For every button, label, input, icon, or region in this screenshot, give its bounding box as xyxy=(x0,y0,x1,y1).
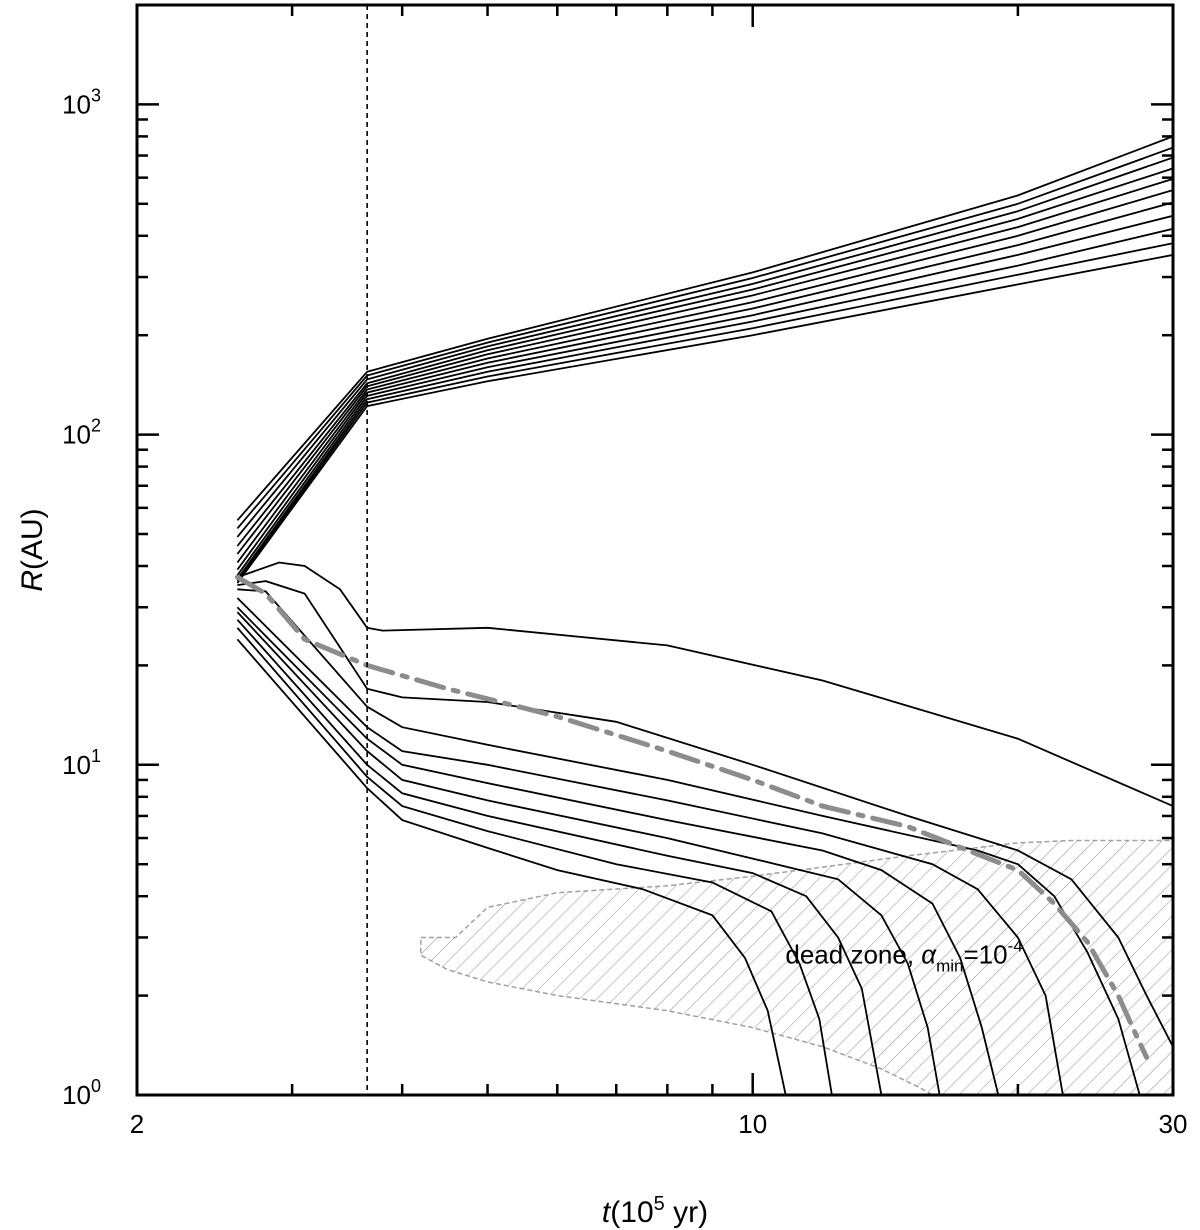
y-tick-label: 103 xyxy=(62,85,101,119)
plot-axes xyxy=(135,3,1175,1097)
x-tick-label: 2 xyxy=(130,1109,144,1139)
inner-line-7 xyxy=(236,619,883,1095)
inner-line-3 xyxy=(237,588,1141,1095)
outer-line-8 xyxy=(236,214,1173,576)
outer-line-7 xyxy=(236,201,1173,571)
inner-line-4 xyxy=(236,597,1064,1095)
outer-line-1 xyxy=(236,135,1173,521)
inner-line-8 xyxy=(236,627,833,1095)
inner-line-9 xyxy=(236,638,787,1095)
x-tick-label: 10 xyxy=(738,1109,767,1139)
inner-line-2 xyxy=(237,580,1173,1048)
x-axis-title: t(105 yr) xyxy=(602,1193,708,1229)
y-tick-label: 100 xyxy=(62,1076,101,1110)
outer-line-6 xyxy=(236,189,1173,564)
outer-line-3 xyxy=(236,156,1173,538)
line-series-group xyxy=(234,135,1173,1095)
dead-zone-region xyxy=(420,839,1173,1095)
y-axis-title: R(AU) xyxy=(16,508,49,591)
dash-dot-line xyxy=(234,574,1150,1060)
y-tick-label: 101 xyxy=(62,746,101,780)
inner-line-5 xyxy=(236,606,1000,1095)
inner-line-6 xyxy=(236,611,941,1095)
plot-frame xyxy=(135,3,1175,1097)
axis-ticks xyxy=(135,3,1175,1097)
tick-labels: 2 10 30 100 101 102 103 xyxy=(62,85,1187,1139)
outer-line-9 xyxy=(236,227,1173,580)
x-tick-label: 30 xyxy=(1159,1109,1188,1139)
dead-zone-hatch xyxy=(420,839,1173,1095)
outer-line-4 xyxy=(236,167,1173,547)
inner-line-1 xyxy=(237,561,1173,807)
y-tick-label: 102 xyxy=(62,416,101,450)
outer-line-10 xyxy=(236,242,1173,582)
outer-line-5 xyxy=(236,178,1173,555)
outer-line-2 xyxy=(236,146,1173,529)
dead-zone-annotation: dead zone, αmin=10-4 xyxy=(785,937,1022,976)
outer-line-11 xyxy=(236,254,1173,584)
